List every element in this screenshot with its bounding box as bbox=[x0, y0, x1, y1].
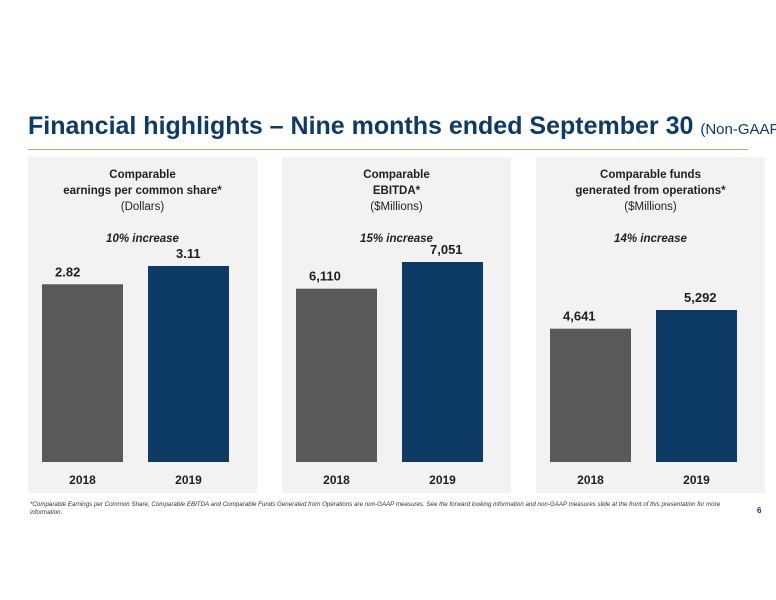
category-label-2018: 2018 bbox=[69, 473, 96, 487]
category-label-2019: 2019 bbox=[175, 473, 202, 487]
category-label-2018: 2018 bbox=[577, 473, 604, 487]
chart-panel-eps: Comparable earnings per common share* (D… bbox=[28, 157, 257, 493]
value-label-2019: 5,292 bbox=[684, 290, 717, 305]
chart-title-line-2: generated from operations* bbox=[575, 185, 726, 197]
increase-annotation: 10% increase bbox=[106, 233, 179, 245]
footnote: *Comparable Earnings per Common Share, C… bbox=[30, 501, 721, 516]
value-label-2018: 2.82 bbox=[55, 264, 80, 279]
chart-units: ($Millions) bbox=[370, 201, 423, 213]
bar-chart-ebitda: 6,110 2018 7,051 2019 bbox=[296, 242, 483, 487]
bar-2018 bbox=[296, 288, 377, 462]
chart-title: Comparable EBITDA* ($Millions) bbox=[282, 167, 511, 215]
value-label-2019: 3.11 bbox=[176, 246, 201, 261]
bar-2019 bbox=[402, 262, 483, 462]
chart-units: (Dollars) bbox=[120, 201, 165, 213]
chart-panel-ffo: Comparable funds generated from operatio… bbox=[536, 157, 765, 493]
chart-title-line-1: Comparable bbox=[109, 169, 176, 181]
chart-title-line-2: earnings per common share* bbox=[63, 185, 222, 197]
page-title: Financial highlights – Nine months ended… bbox=[28, 112, 776, 141]
bar-chart-eps: 2.82 2018 3.11 2019 bbox=[42, 246, 229, 487]
chart-title-line-1: Comparable funds bbox=[600, 169, 701, 181]
chart-units: ($Millions) bbox=[624, 201, 677, 213]
chart-title: Comparable earnings per common share* (D… bbox=[28, 167, 257, 215]
chart-panel-ebitda: Comparable EBITDA* ($Millions) 15% incre… bbox=[282, 157, 511, 493]
bar-2018 bbox=[550, 328, 631, 462]
chart-title-line-1: Comparable bbox=[363, 169, 430, 181]
title-divider bbox=[28, 149, 748, 150]
title-main: Financial highlights – Nine months ended… bbox=[28, 112, 694, 140]
value-label-2018: 6,110 bbox=[309, 269, 341, 284]
bar-2019 bbox=[656, 310, 737, 462]
bar-2019 bbox=[148, 266, 229, 462]
value-label-2019: 7,051 bbox=[430, 242, 463, 257]
bar-2018 bbox=[42, 284, 123, 462]
page-number: 6 bbox=[757, 506, 762, 515]
chart-title: Comparable funds generated from operatio… bbox=[536, 167, 765, 215]
chart-title-line-2: EBITDA* bbox=[372, 185, 421, 197]
category-label-2019: 2019 bbox=[429, 473, 456, 487]
category-label-2019: 2019 bbox=[683, 473, 710, 487]
title-suffix: (Non-GAAP) bbox=[700, 121, 776, 138]
category-label-2018: 2018 bbox=[323, 473, 350, 487]
increase-annotation: 14% increase bbox=[614, 233, 687, 245]
value-label-2018: 4,641 bbox=[563, 309, 596, 324]
bar-chart-ffo: 4,641 2018 5,292 2019 bbox=[550, 290, 737, 487]
increase-annotation: 15% increase bbox=[360, 233, 433, 245]
